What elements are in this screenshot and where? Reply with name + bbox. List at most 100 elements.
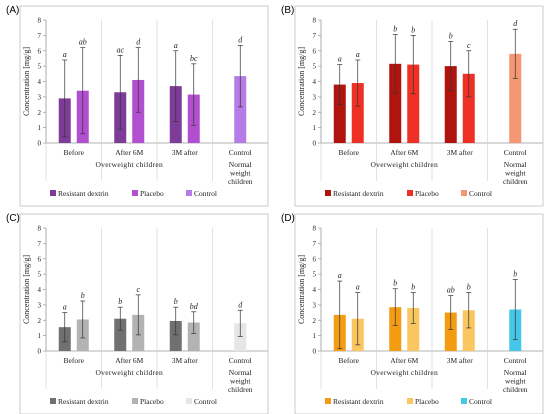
bar-control [234,76,247,143]
bar-control [234,323,247,351]
panel-label-b: (B) [281,5,294,16]
group-label-normal-weight: weight [230,377,251,386]
significance-letter: ab [447,286,455,295]
y-tick-label: 7 [38,32,42,40]
legend-swatch [461,398,467,404]
y-tick-label: 5 [313,63,317,71]
category-label: After 6M [115,356,143,365]
significance-letter: a [174,41,178,50]
legend-label: Control [469,189,492,198]
significance-letter: b [393,25,397,34]
legend-label: Resistant dextrin [58,189,109,198]
group-label-normal-weight: Normal [504,368,527,377]
y-axis-label: Concentration [mg/g] [297,47,306,116]
legend-swatch [407,398,413,404]
y-tick-label: 6 [38,255,42,263]
group-label-overweight: Overweight children [370,160,438,169]
legend-label: Placebo [140,397,164,406]
y-axis-label: Concentration [mg/g] [22,255,31,324]
bar-resistant-dextrin [114,318,127,351]
significance-letter: b [411,283,415,292]
y-tick-label: 5 [38,271,42,279]
y-tick-label: 8 [38,17,42,25]
bar-resistant-dextrin [389,63,402,143]
y-tick-label: 4 [38,286,42,294]
significance-letter: c [136,285,140,294]
group-label-overweight: Overweight children [95,160,163,169]
y-axis-label: Concentration [mg/g] [22,47,31,116]
group-label-normal-weight: children [503,385,528,394]
bar-resistant-dextrin [389,307,402,351]
legend-swatch [50,398,56,404]
bar-resistant-dextrin [444,312,457,351]
legend-swatch [407,190,413,196]
legend-swatch [132,398,138,404]
legend-swatch [50,190,56,196]
y-tick-label: 0 [38,348,42,356]
significance-letter: b [174,297,178,306]
category-label: After 6M [115,148,143,157]
group-label-normal-weight: weight [230,169,251,178]
legend-label: Resistant dextrin [333,397,384,406]
y-tick-label: 8 [313,17,317,25]
significance-letter: a [338,55,342,64]
significance-letter: a [356,283,360,292]
bar-resistant-dextrin [169,321,182,351]
category-label: Before [64,148,85,157]
significance-letter: a [63,50,67,59]
y-tick-label: 1 [38,332,42,340]
y-tick-label: 1 [38,124,42,132]
legend-swatch [325,190,331,196]
y-tick-label: 1 [313,124,317,132]
panel-label-c: (C) [6,213,20,224]
legend-label: Placebo [140,189,164,198]
legend-label: Placebo [415,189,439,198]
y-tick-label: 7 [38,240,42,248]
significance-letter: ab [79,38,87,47]
y-tick-label: 0 [38,140,42,148]
y-tick-label: 7 [313,32,317,40]
y-tick-label: 5 [313,271,317,279]
category-label: 3M after [447,356,474,365]
y-tick-label: 2 [38,109,42,117]
bar-placebo [407,64,420,143]
y-tick-label: 6 [313,255,317,263]
significance-letter: b [513,270,517,279]
y-tick-label: 2 [313,317,317,325]
bar-placebo [462,310,475,351]
y-tick-label: 6 [38,47,42,55]
legend-swatch [132,190,138,196]
significance-letter: d [238,300,243,309]
group-label-normal-weight: Normal [504,160,527,169]
legend-label: Resistant dextrin [58,397,109,406]
group-label-normal-weight: children [228,385,253,394]
legend-label: Placebo [415,397,439,406]
y-tick-label: 3 [38,93,42,101]
significance-letter: ac [116,45,124,54]
y-tick-label: 4 [313,78,317,86]
category-label: Control [229,356,252,365]
bar-placebo [407,307,420,351]
group-label-normal-weight: weight [505,169,526,178]
y-tick-label: 3 [38,301,42,309]
panel-label-d: (D) [281,213,295,224]
category-label: Control [504,148,527,157]
bar-control [509,53,522,144]
significance-letter: bd [190,302,199,311]
category-label: Control [504,356,527,365]
category-label: After 6M [390,148,418,157]
y-tick-label: 1 [313,332,317,340]
bar-resistant-dextrin [444,66,457,143]
category-label: Before [339,356,360,365]
y-axis-label: Concentration [mg/g] [297,255,306,324]
y-tick-label: 6 [313,47,317,55]
y-tick-label: 5 [38,63,42,71]
significance-letter: b [81,291,85,300]
chart-panel-2: 0 1 2 3 4 5 6 7 8 Concentration [mg/g] a a Before b b A… [294,5,544,207]
legend-label: Control [469,397,492,406]
significance-letter: a [338,271,342,280]
y-tick-label: 0 [313,140,317,148]
y-tick-label: 2 [313,109,317,117]
